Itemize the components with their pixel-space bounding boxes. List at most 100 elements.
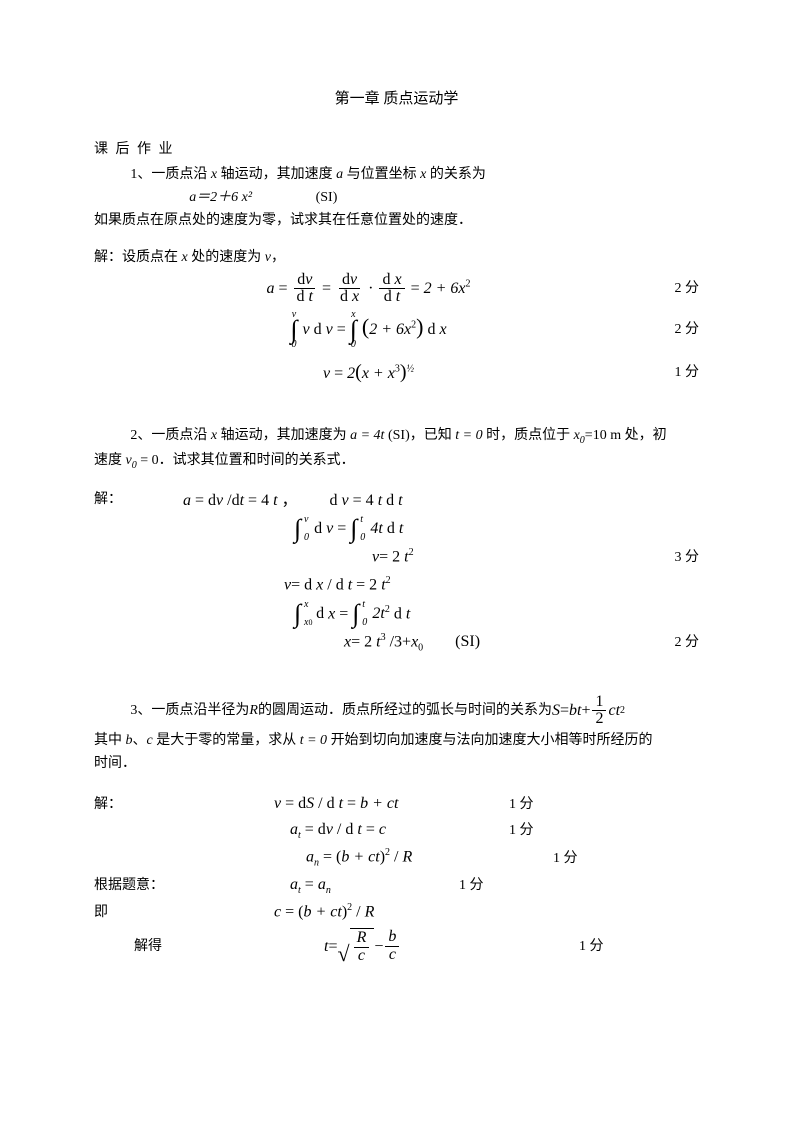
p1-eq1: a = dvd t = dvd x · d xd t = 2 + 6x2 bbox=[267, 272, 471, 307]
p1-given: a＝2＋6 x² (SI) bbox=[189, 187, 699, 208]
p2-e2l: 0 bbox=[304, 534, 309, 543]
p3-r4s: 1 分 bbox=[459, 875, 699, 896]
p1-eq2-row: v∫0 v d v = x∫0 (2 + 6x2) d x 2 分 bbox=[94, 310, 699, 349]
p3-e: 2 bbox=[620, 703, 625, 718]
p1-eq1-lhs: a bbox=[267, 279, 275, 296]
p2-e1a: a bbox=[183, 492, 191, 509]
p1-given-eq: a＝2＋6 x² bbox=[189, 190, 252, 205]
p1-solution-label: 解：设质点在 x 处的速度为 v， bbox=[94, 247, 699, 268]
p3-r5lbl: 即 bbox=[94, 902, 194, 923]
p1-pre: 1、一质点沿 bbox=[130, 167, 211, 182]
p2-e4e: 2 bbox=[386, 575, 391, 586]
p2-sol-lbl: 解： bbox=[94, 489, 143, 513]
p1-eq3-e2: ½ bbox=[406, 364, 414, 375]
p1-eq1-row: a = dvd t = dvd x · d xd t = 2 + 6x2 2 分 bbox=[94, 272, 699, 307]
p2-l2post: ．试求其位置和时间的关系式． bbox=[159, 453, 355, 468]
p1-eq3-row: v = 2(x + x3)½ 1 分 bbox=[94, 357, 699, 387]
p2-m3: 时，质点位于 bbox=[483, 428, 574, 443]
p1-eq3-v: v bbox=[323, 365, 330, 382]
p2-sol-line1: 解： a = dv /dt = 4 t ， d v = 4 t d t bbox=[94, 489, 699, 513]
p3-r6lbl: 解得 bbox=[94, 936, 194, 957]
p2-m2: ，已知 bbox=[410, 428, 456, 443]
p1-eq3: v = 2(x + x3)½ bbox=[323, 357, 414, 387]
p1-eq2-l1: 0 bbox=[291, 341, 296, 349]
p2-m1: 轴运动，其加速度为 bbox=[217, 428, 350, 443]
p2-e6u: (SI) bbox=[455, 633, 480, 650]
p2-post: 处，初 bbox=[621, 428, 667, 443]
p2-pre: 2、一质点沿 bbox=[130, 428, 211, 443]
homework-header: 课 后 作 业 bbox=[94, 139, 699, 160]
chapter-title: 第一章 质点运动学 bbox=[94, 88, 699, 111]
problem2-intro: 2、一质点沿 x 轴运动，其加速度为 a = 4t (SI)，已知 t = 0 … bbox=[94, 425, 699, 448]
p3-r4: 根据题意： at = an 1 分 bbox=[94, 873, 699, 898]
p2-e2u2: t bbox=[360, 516, 363, 525]
p2-eq6-row: x= 2 t3 /3+x0 (SI) 2 分 bbox=[94, 630, 699, 656]
p1-sol-post: ， bbox=[271, 250, 285, 265]
p2-l2pre: 速度 bbox=[94, 453, 126, 468]
p2-e3e: 2 bbox=[409, 547, 414, 558]
problem3-line3: 时间． bbox=[94, 753, 699, 774]
p1-eq1-f1n: v bbox=[305, 271, 312, 288]
p2-aeq: a = 4t bbox=[350, 428, 384, 443]
p1-eq1-rhs: 2 + 6x bbox=[424, 279, 466, 296]
p3-l2post: 开始到切向加速度与法向加速度大小相等时所经历的 bbox=[327, 733, 653, 748]
p2-eq4-row: v= d x / d t = 2 t2 bbox=[94, 573, 699, 597]
p2-eq3-row: v= 2 t2 3 分 bbox=[94, 545, 699, 569]
p3-r6n1: R bbox=[354, 930, 370, 948]
p3-t0: t = 0 bbox=[300, 733, 327, 748]
p3-b: b bbox=[126, 733, 133, 748]
p2-unit: (SI) bbox=[384, 428, 409, 443]
p2-e3s: 3 分 bbox=[643, 547, 699, 568]
p3-r6: 解得 t = √Rc − bc 1 分 bbox=[94, 928, 699, 965]
p3-r6s: 1 分 bbox=[579, 936, 699, 957]
p3-r4lbl: 根据题意： bbox=[94, 875, 194, 896]
p3-fn: 1 bbox=[592, 694, 606, 712]
p2-e5l2: 0 bbox=[362, 619, 367, 628]
p3-sol-lbl: 解： bbox=[94, 794, 194, 815]
p2-e6s: 0 bbox=[418, 643, 423, 654]
p2-e5u: x bbox=[304, 601, 308, 610]
p3-r6d2: c bbox=[386, 947, 399, 964]
p3-r1: 解： v = dS / d t = b + ct 1 分 bbox=[94, 792, 699, 816]
p1-sol-mid: 处的速度为 bbox=[188, 250, 265, 265]
p1-eq1-exp: 2 bbox=[466, 278, 471, 289]
p1-eq3-score: 1 分 bbox=[643, 362, 699, 383]
p3-r2: at = dv / d t = c 1 分 bbox=[94, 818, 699, 843]
p2-l2eq: = 0 bbox=[137, 453, 159, 468]
p1-post: 的关系为 bbox=[426, 167, 486, 182]
p2-e6sc: 2 分 bbox=[643, 632, 699, 653]
p3-r4rs: n bbox=[326, 885, 331, 896]
problem1-intro: 1、一质点沿 x 轴运动，其加速度 a 与位置坐标 x 的关系为 bbox=[94, 164, 699, 185]
p1-sol-pre: 解：设质点在 bbox=[94, 250, 182, 265]
p2-e2l2: 0 bbox=[360, 534, 365, 543]
problem2-line2: 速度 v0 = 0．试求其位置和时间的关系式． bbox=[94, 450, 699, 473]
p1-mid1: 轴运动，其加速度 bbox=[217, 167, 336, 182]
p2-x0val: =10 m bbox=[585, 428, 621, 443]
p2-t0: t = 0 bbox=[455, 428, 482, 443]
p1-given-unit: (SI) bbox=[316, 190, 338, 205]
p2-eq2-row: ∫v0 d v = ∫t0 4t d t bbox=[94, 517, 699, 541]
p1-eq2-l2: 0 bbox=[351, 341, 356, 349]
p3-fd: 2 bbox=[592, 711, 606, 728]
p3-r2s: 1 分 bbox=[509, 820, 699, 841]
p3-l2pre: 其中 bbox=[94, 733, 126, 748]
p3-sep: 、 bbox=[133, 733, 147, 748]
problem3-line2: 其中 b、c 是大于零的常量，求从 t = 0 开始到切向加速度与法向加速度大小… bbox=[94, 730, 699, 751]
p2-e2u: v bbox=[304, 516, 308, 525]
p3-r6n2: b bbox=[385, 929, 399, 947]
p2-eq5-row: ∫xx0 d x = ∫t0 2t2 d t bbox=[94, 602, 699, 626]
p3-pre: 3、一质点沿半径为 bbox=[130, 700, 249, 721]
p3-r3s: 1 分 bbox=[509, 848, 699, 869]
p1-eq2: v∫0 v d v = x∫0 (2 + 6x2) d x bbox=[290, 310, 446, 349]
p3-r3: an = (b + ct)2 / R 1 分 bbox=[94, 845, 699, 871]
p3-r6m: − bbox=[374, 935, 383, 959]
p3-r6d1: c bbox=[355, 948, 368, 965]
p1-eq2-score: 2 分 bbox=[643, 319, 699, 340]
p1-eq1-score: 2 分 bbox=[643, 278, 699, 299]
p1-mid2: 与位置坐标 bbox=[343, 167, 420, 182]
p3-m1: 的圆周运动．质点所经过的弧长与时间的关系为 bbox=[258, 700, 552, 721]
p3-r5: 即 c = (b + ct)2 / R bbox=[94, 900, 699, 924]
p3-R: R bbox=[249, 700, 258, 721]
problem3-intro: 3、一质点沿半径为 R 的圆周运动．质点所经过的弧长与时间的关系为 S = bt… bbox=[94, 694, 699, 729]
p2-e5u2: t bbox=[362, 601, 365, 610]
